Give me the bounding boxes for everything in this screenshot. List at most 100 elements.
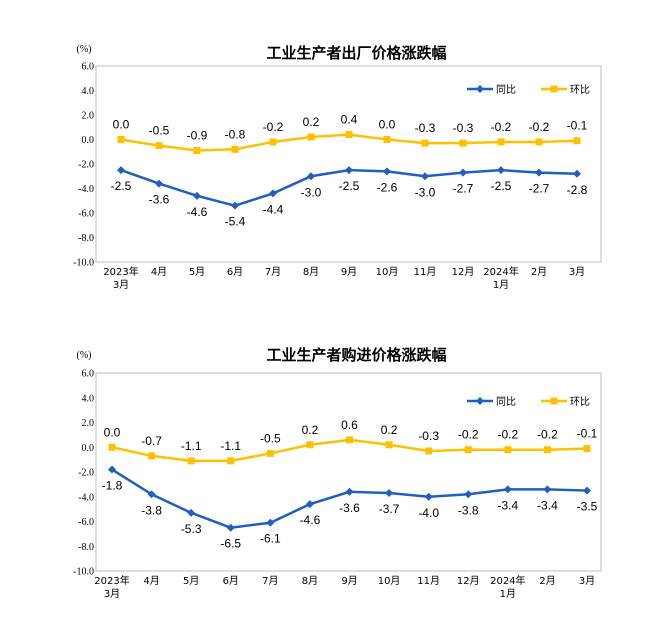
- data-label: -3.4: [537, 498, 558, 512]
- data-point: [583, 486, 591, 495]
- data-point: [305, 500, 314, 509]
- y-tick-label: 2.0: [82, 111, 95, 122]
- data-label: -3.6: [149, 193, 170, 207]
- chart-2: 工业生产者购进价格涨跌幅(%)6.04.02.00.0-2.0-4.0-6.0-…: [73, 346, 602, 600]
- x-tick-label: 3月: [579, 575, 595, 587]
- data-label: -0.2: [529, 120, 550, 134]
- data-label: -3.6: [339, 501, 360, 515]
- data-point: [155, 179, 163, 188]
- data-point: [148, 452, 156, 460]
- x-tick-label: 11月: [414, 266, 437, 278]
- y-tick-label: -4.0: [78, 492, 94, 503]
- x-tick-label: 2023年: [103, 265, 138, 278]
- data-label: -4.6: [187, 205, 208, 219]
- data-label: -0.2: [537, 428, 558, 442]
- x-tick-label: 3月: [113, 279, 129, 291]
- x-tick-label: 8月: [302, 575, 318, 587]
- data-label: -0.2: [458, 428, 479, 442]
- data-label: -0.2: [263, 120, 284, 134]
- data-label: -0.3: [418, 429, 439, 443]
- data-label: -4.0: [418, 506, 439, 520]
- data-label: -2.5: [491, 179, 512, 193]
- x-tick-label: 7月: [265, 266, 281, 278]
- x-tick-label: 5月: [183, 575, 199, 587]
- data-label: -0.3: [453, 121, 474, 135]
- data-label: -2.8: [567, 183, 588, 197]
- chart-1: 工业生产者出厂价格涨跌幅 (%) 6.0 4.0 2.0 0.0 -2.0 -4.0 -6.0 -…: [73, 44, 602, 291]
- data-label: -0.7: [141, 434, 162, 448]
- legend-label: 同比: [496, 84, 516, 96]
- data-label: -1.1: [220, 439, 241, 453]
- data-point: [464, 490, 473, 499]
- data-point: [226, 523, 235, 532]
- data-point: [459, 139, 467, 147]
- data-point: [345, 131, 353, 139]
- data-point: [193, 147, 201, 155]
- data-point: [573, 169, 581, 178]
- data-point: [193, 191, 201, 200]
- x-tick-label: 7月: [262, 575, 278, 587]
- data-label: 0.0: [104, 425, 121, 439]
- data-point: [385, 441, 393, 449]
- data-point: [307, 172, 315, 181]
- data-point: [421, 139, 429, 147]
- legend-label: 同比: [496, 396, 516, 408]
- x-tick-label: 10月: [378, 575, 401, 587]
- data-point: [504, 446, 512, 454]
- x-tick-label: 4月: [151, 266, 167, 278]
- x-tick-label: 2023年: [94, 574, 129, 587]
- legend: 同比 环比: [467, 84, 590, 96]
- data-point: [231, 201, 239, 210]
- data-point: [535, 138, 543, 146]
- data-label: -2.7: [529, 182, 550, 196]
- data-point: [269, 138, 277, 146]
- data-label: -3.8: [458, 503, 479, 517]
- data-label: -2.7: [453, 182, 474, 196]
- data-label: 0.6: [341, 418, 358, 432]
- data-label: -0.5: [149, 124, 170, 138]
- data-label: -3.0: [301, 185, 322, 199]
- x-tick-label: 11月: [417, 575, 440, 587]
- data-point: [187, 457, 195, 465]
- data-label: 0.2: [303, 115, 320, 129]
- data-label: -3.7: [379, 502, 400, 516]
- y-tick-label: -4.0: [78, 184, 94, 195]
- data-point: [108, 443, 116, 451]
- data-point: [583, 444, 591, 452]
- x-tick-label: 2月: [539, 575, 555, 587]
- data-point: [535, 168, 543, 177]
- data-point: [421, 172, 429, 181]
- data-label: -0.5: [260, 431, 281, 445]
- data-label: 0.0: [113, 118, 130, 132]
- series-yoy: -1.8 -3.8 -5.3 -6.5 -6.1 -4.6 -3.6 -3.7 -4.0 -3.8…: [102, 465, 598, 551]
- data-label: -0.3: [415, 121, 436, 135]
- x-tick-label: 12月: [457, 575, 480, 587]
- x-tick-label: 10月: [376, 266, 399, 278]
- data-label: -4.6: [300, 513, 321, 527]
- y-tick-label: 0.0: [82, 135, 95, 146]
- x-tick-label: 9月: [341, 266, 357, 278]
- data-label: -1.1: [181, 439, 202, 453]
- series-yoy: -2.5 -3.6 -4.6 -5.4 -4.4 -3.0 -2.5 -2.6 -3.0 -2.7…: [111, 166, 588, 229]
- data-point: [306, 441, 314, 449]
- plot-area: [95, 65, 602, 263]
- data-label: -4.4: [263, 202, 284, 216]
- x-tick-label: 6月: [227, 266, 243, 278]
- y-tick-label: -8.0: [78, 233, 94, 244]
- y-unit-label: (%): [77, 350, 92, 361]
- legend-marker: [550, 397, 558, 405]
- data-label: 0.4: [341, 113, 358, 127]
- data-point: [543, 485, 552, 494]
- data-point: [543, 446, 551, 454]
- x-tick-label: 2024年: [490, 574, 525, 587]
- data-point: [117, 136, 125, 143]
- x-tick-label: 9月: [341, 575, 357, 587]
- y-tick-label: -2.0: [78, 160, 94, 171]
- y-unit-label: (%): [77, 44, 92, 55]
- y-tick-label: -8.0: [78, 542, 94, 553]
- data-label: -2.6: [377, 180, 398, 194]
- x-tick-label: 1月: [500, 588, 516, 600]
- y-tick-label: 6.0: [82, 369, 95, 380]
- data-point: [425, 447, 433, 455]
- data-point: [383, 136, 391, 143]
